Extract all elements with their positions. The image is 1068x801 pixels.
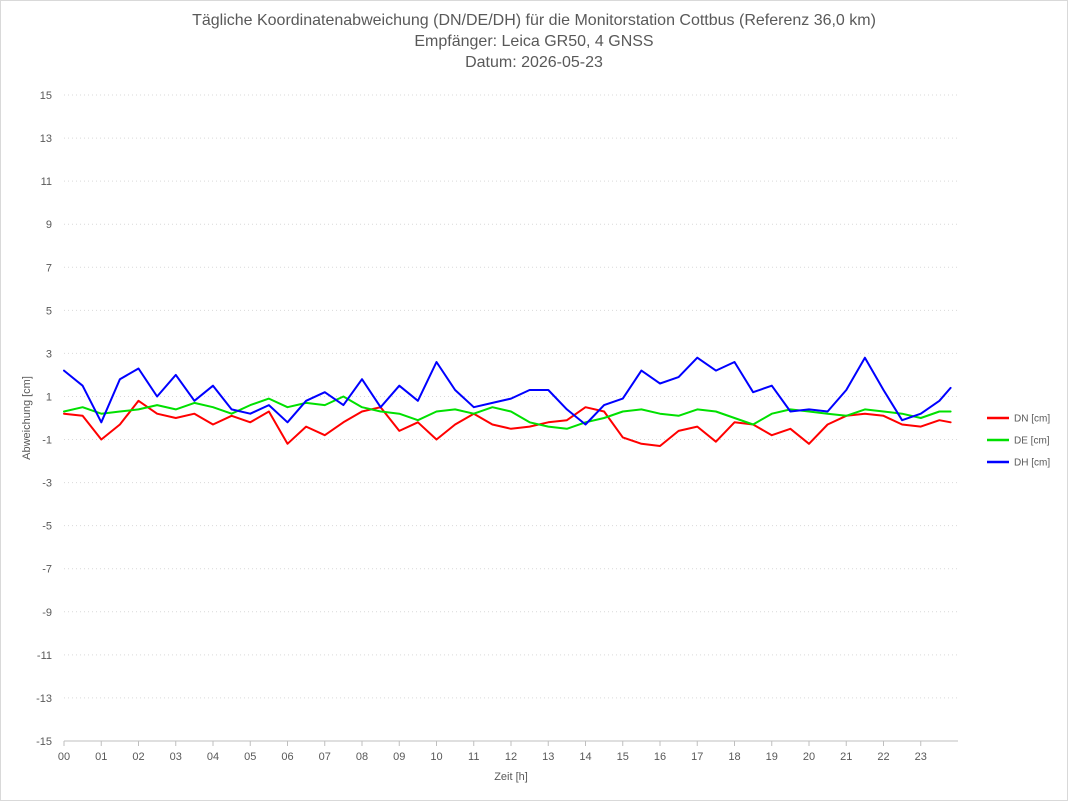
y-tick-label: 9 (46, 219, 52, 231)
x-tick-label: 05 (244, 751, 256, 763)
x-tick-label: 08 (356, 751, 368, 763)
x-tick-label: 13 (542, 751, 554, 763)
y-tick-label: 5 (46, 305, 52, 317)
x-tick-label: 12 (505, 751, 517, 763)
x-tick-label: 15 (617, 751, 629, 763)
x-tick-label: 20 (803, 751, 815, 763)
grid-lines (64, 94, 958, 742)
x-tick-label: 22 (877, 751, 889, 763)
x-tick-label: 09 (393, 751, 405, 763)
y-tick-label: -3 (42, 478, 52, 490)
legend-label: DE [cm] (1014, 436, 1050, 447)
series-line-0 (63, 399, 952, 447)
chart-title-line-3: Datum: 2026-05-23 (465, 54, 603, 71)
y-tick-label: 3 (46, 348, 52, 360)
y-tick-label: -15 (36, 736, 52, 748)
y-tick-label: 15 (40, 90, 52, 102)
x-tick-label: 10 (430, 751, 442, 763)
y-tick-label: 13 (40, 133, 52, 145)
y-tick-label: 7 (46, 262, 52, 274)
x-axis-ticks: 00 01 02 03 04 05 06 07 08 09 10 11 12 13 14 15 16 17 18 19… (58, 740, 958, 763)
legend: DN [cm] DE [cm] DH [cm] (987, 414, 1050, 469)
x-tick-label: 04 (207, 751, 219, 763)
y-tick-label: 11 (41, 176, 52, 188)
x-tick-label: 19 (766, 751, 778, 763)
y-axis-label: Abweichung [cm] (21, 376, 33, 460)
y-tick-label: -5 (42, 521, 52, 533)
legend-label: DN [cm] (1014, 414, 1050, 425)
chart-title-line-2: Empfänger: Leica GR50, 4 GNSS (414, 33, 654, 50)
y-tick-label: -9 (42, 607, 52, 619)
y-tick-label: 1 (46, 391, 52, 403)
x-tick-label: 23 (915, 751, 927, 763)
x-tick-label: 11 (468, 751, 479, 763)
x-axis-label: Zeit [h] (494, 771, 528, 783)
y-tick-label: -7 (42, 564, 52, 576)
series-lines (63, 356, 952, 447)
x-tick-label: 16 (654, 751, 666, 763)
legend-label: DH [cm] (1014, 458, 1050, 469)
x-tick-label: 06 (281, 751, 293, 763)
x-tick-label: 21 (840, 751, 852, 763)
x-tick-label: 02 (132, 751, 144, 763)
series-line-1 (63, 395, 952, 430)
x-tick-label: 18 (728, 751, 740, 763)
series-line-2 (63, 356, 952, 426)
x-tick-label: 00 (58, 751, 70, 763)
x-tick-label: 07 (319, 751, 331, 763)
y-tick-label: -1 (42, 435, 52, 447)
y-axis-ticks: 15 13 11 9 7 5 3 1 -1 -3 -5 -7 -9 -11 -13 -15 (36, 90, 52, 748)
x-tick-label: 01 (95, 751, 107, 763)
y-tick-label: -11 (37, 650, 52, 662)
x-tick-label: 17 (691, 751, 703, 763)
y-tick-label: -13 (36, 693, 52, 705)
x-tick-label: 03 (170, 751, 182, 763)
chart-title-line-1: Tägliche Koordinatenabweichung (DN/DE/DH… (192, 12, 876, 29)
chart-title: Tägliche Koordinatenabweichung (DN/DE/DH… (0, 10, 1068, 73)
x-tick-label: 14 (579, 751, 591, 763)
